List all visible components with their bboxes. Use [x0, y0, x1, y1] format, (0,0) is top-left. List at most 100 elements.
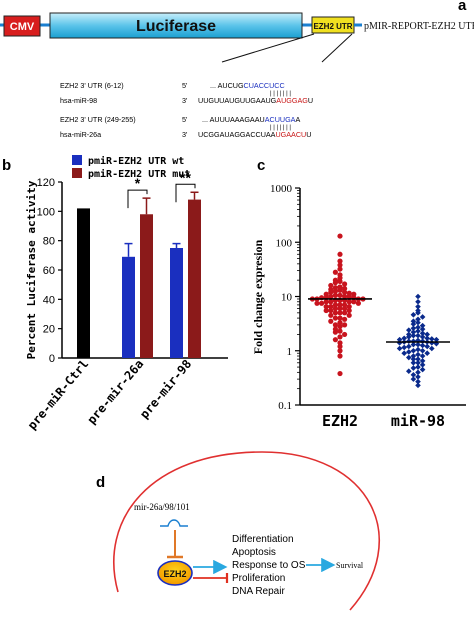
- seq-end-3: 3': [182, 130, 188, 139]
- ezh2-dot: [328, 307, 334, 314]
- ezh2-dot: [342, 285, 348, 292]
- ezh2-dot: [337, 340, 343, 346]
- ezh2-dot: [328, 299, 334, 305]
- c-axes: 0.1 1 10 100 1000: [270, 183, 466, 412]
- ezh2-dot: [337, 353, 343, 359]
- mir98-dot: [419, 366, 426, 373]
- outcome-label: Survival: [336, 561, 364, 570]
- ezh2-dot: [342, 302, 348, 308]
- c-category-label: EZH2: [322, 412, 358, 430]
- mir98-dot: [406, 349, 412, 355]
- ezh2-dot: [323, 299, 329, 305]
- process-2: Response to OS: [232, 560, 306, 571]
- b-category-label: pre-mir-26a: [84, 357, 146, 427]
- b-axes: 0 20 40 60 80 100 120: [37, 177, 228, 365]
- ezh2-dot: [332, 292, 338, 298]
- mir98-dot: [433, 336, 440, 343]
- mir98-dot: [410, 329, 417, 335]
- ezh2-dot: [342, 281, 348, 287]
- c-ytick-label: 100: [276, 237, 293, 249]
- seq-name-3: hsa-miR-26a: [60, 130, 101, 139]
- ezh2-dot: [337, 370, 343, 377]
- ezh2-dot: [328, 312, 334, 318]
- panel-d-label: d: [96, 474, 105, 491]
- ezh2-dot: [337, 328, 343, 334]
- seq-end-1: 3': [182, 96, 188, 105]
- mir98-dot: [419, 342, 426, 349]
- mir98-dot: [410, 365, 417, 371]
- mir98-dot: [424, 331, 430, 338]
- ezh2-dot: [337, 334, 343, 340]
- mir98-dot: [401, 344, 407, 351]
- seq-name-2: EZH2 3' UTR (249-255): [60, 115, 136, 124]
- legend-swatch-wt: [72, 155, 82, 165]
- mir98-dot: [415, 359, 421, 366]
- mir98-dot: [410, 325, 417, 332]
- mir98-dot: [415, 316, 421, 323]
- ezh2-dot: [337, 287, 343, 293]
- mir98-dot: [410, 359, 417, 366]
- mir98-dot: [415, 328, 421, 334]
- mir98-dot: [406, 368, 412, 374]
- ezh2-dot: [332, 269, 338, 275]
- ezh2-dot: [346, 307, 352, 314]
- mir98-dot: [410, 372, 417, 378]
- mir98-dot: [415, 293, 421, 300]
- ezh2-dot: [332, 310, 338, 316]
- mir98-dot: [415, 374, 421, 380]
- seq-name-0: EZH2 3' UTR (6-12): [60, 81, 124, 90]
- ezh2-dot: [332, 288, 338, 294]
- mir98-dot: [424, 335, 430, 342]
- mir98-dot: [429, 345, 435, 352]
- legend-swatch-mut: [72, 168, 82, 178]
- ezh2-dot: [332, 322, 338, 328]
- ezh2-dot: [351, 299, 357, 305]
- mir98-dot: [415, 337, 421, 344]
- mir98-dot: [401, 350, 407, 357]
- b-ylabel: Percent Luciferase activity: [25, 180, 38, 359]
- significance-bracket: [127, 189, 148, 209]
- seq-0: ... AUCUGCUACCUCC: [210, 81, 285, 90]
- panel-b: b pmiR-EZH2 UTR wt pmiR-EZH2 UTR mut Per…: [2, 155, 228, 432]
- panel-c-label: c: [257, 157, 265, 174]
- ezh2-dot: [337, 315, 343, 321]
- mir98-dot: [424, 343, 430, 350]
- mir98-dot: [415, 378, 421, 385]
- c-ytick-label: 1: [287, 346, 293, 358]
- panel-b-label: b: [2, 157, 11, 174]
- b-ytick-label: 120: [37, 177, 55, 189]
- mir98-dot: [415, 356, 421, 362]
- mir98-dot: [429, 340, 435, 346]
- mir98-dot: [401, 335, 407, 342]
- mir98-dot: [415, 351, 421, 358]
- pair-marks-0: | | | | | | |: [270, 91, 291, 97]
- ezh2-dot: [337, 348, 343, 354]
- mir98-dot: [419, 353, 426, 359]
- mirna-hairpin-icon: [160, 519, 188, 527]
- ezh2-dot: [332, 337, 338, 343]
- mir98-dot: [419, 358, 426, 364]
- mir98-dot: [419, 334, 426, 340]
- luciferase-box: [49, 12, 303, 39]
- ezh2-dot: [342, 305, 348, 312]
- mir98-dot: [410, 321, 417, 327]
- mir98-dot: [410, 341, 417, 348]
- mir98-dot: [410, 347, 417, 354]
- mir98-dot: [415, 346, 421, 353]
- b-ytick-label: 60: [43, 265, 55, 277]
- mir98-dot: [415, 319, 421, 326]
- ezh2-dot: [332, 305, 338, 312]
- c-ytick-label: 10: [281, 292, 293, 304]
- b-ytick-label: 100: [37, 206, 55, 218]
- mir98-dot: [419, 362, 426, 368]
- ezh2-dot: [346, 293, 352, 300]
- ezh2-dot: [337, 233, 343, 239]
- panel-a-label: a: [458, 0, 467, 14]
- mir98-dot: [410, 353, 417, 359]
- mir98-dot: [410, 376, 417, 382]
- bar: [122, 256, 135, 358]
- legend-label-mut: pmiR-EZH2 UTR mut: [88, 168, 190, 180]
- mir98-dot: [419, 326, 426, 332]
- mir98-dot: [415, 369, 421, 376]
- ezh2-dot: [328, 304, 334, 310]
